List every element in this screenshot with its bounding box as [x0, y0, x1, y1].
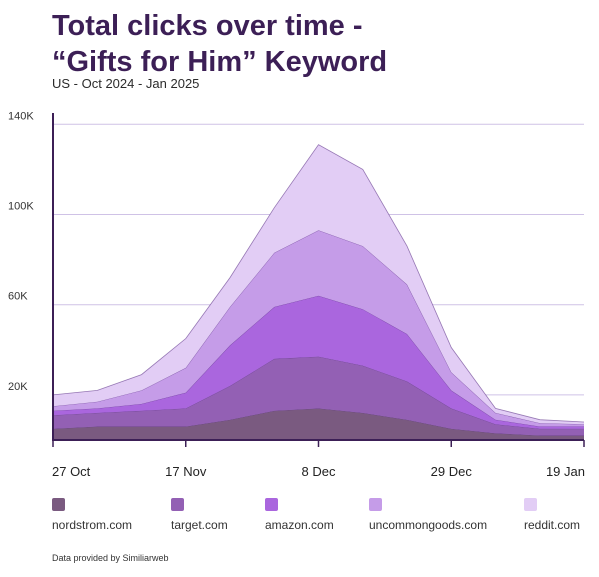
x-tick-label: 19 Jan — [546, 464, 585, 479]
area-amazon — [53, 295, 584, 429]
y-tick-label: 60K — [8, 291, 28, 303]
legend-swatch — [171, 498, 184, 511]
legend-swatch — [369, 498, 382, 511]
x-tick-label: 8 Dec — [302, 464, 336, 479]
legend-item-uncommongoods: uncommongoods.com — [369, 498, 487, 532]
legend-item-nordstrom: nordstrom.com — [52, 498, 132, 532]
legend-swatch — [265, 498, 278, 511]
chart-subtitle: US - Oct 2024 - Jan 2025 — [52, 76, 200, 91]
chart-title: Total clicks over time - “Gifts for Him”… — [52, 10, 388, 78]
legend-item-reddit: reddit.com — [524, 498, 580, 532]
area-edge — [52, 144, 585, 423]
area-target — [53, 356, 584, 436]
y-tick-label: 100K — [8, 200, 34, 212]
legend-label: reddit.com — [524, 518, 581, 532]
legend-label: nordstrom.com — [52, 518, 133, 532]
area-reddit — [53, 144, 584, 425]
legend-item-amazon: amazon.com — [265, 498, 334, 532]
legend-label: uncommongoods.com — [369, 518, 488, 532]
legend-swatch — [524, 498, 537, 511]
y-tick-label: 140K — [8, 110, 34, 122]
y-tick-label: 20K — [8, 381, 28, 393]
x-tick-label: 17 Nov — [165, 464, 207, 479]
data-credit: Data provided by Similiarweb — [52, 553, 169, 563]
legend-swatch — [52, 498, 65, 511]
legend-label: target.com — [171, 518, 228, 532]
legend-label: amazon.com — [265, 518, 334, 532]
legend-item-target: target.com — [171, 498, 228, 532]
area-uncommongoods — [53, 230, 584, 427]
x-tick-label: 27 Oct — [52, 464, 91, 479]
x-tick-label: 29 Dec — [431, 464, 473, 479]
area-nordstrom — [53, 408, 584, 440]
